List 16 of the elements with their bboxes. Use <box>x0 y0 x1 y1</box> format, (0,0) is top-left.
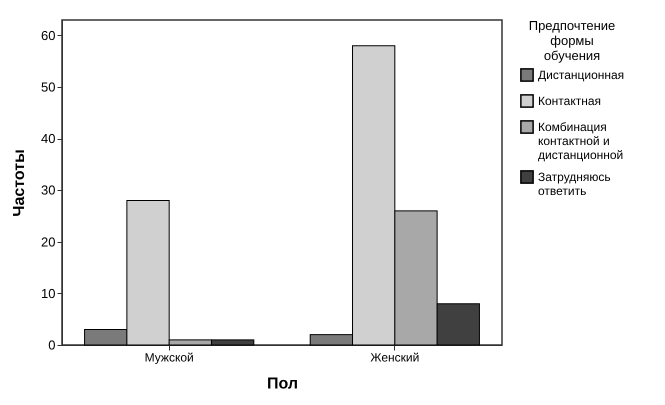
x-tick-label: Мужской <box>144 350 194 364</box>
legend-label: Комбинация контактной и дистанционной <box>538 120 624 162</box>
legend-label: Контактная <box>538 94 602 108</box>
legend-label: Дистанционная <box>538 68 624 82</box>
x-tick-label: Женский <box>370 350 420 364</box>
y-tick-label: 30 <box>41 182 56 198</box>
legend-title: Предпочтение формы обучения <box>528 18 616 63</box>
y-tick-label: 0 <box>48 338 56 352</box>
y-axis-title: Частоты <box>11 149 28 217</box>
y-tick-label: 50 <box>41 80 56 95</box>
y-tick-label: 20 <box>41 234 56 250</box>
y-tick-label: 10 <box>41 286 56 301</box>
legend-label: Затрудняюсь ответить <box>538 170 611 198</box>
y-tick-label: 60 <box>41 28 56 43</box>
y-tick-label: 40 <box>41 131 56 146</box>
x-axis-title: Пол <box>266 376 298 392</box>
